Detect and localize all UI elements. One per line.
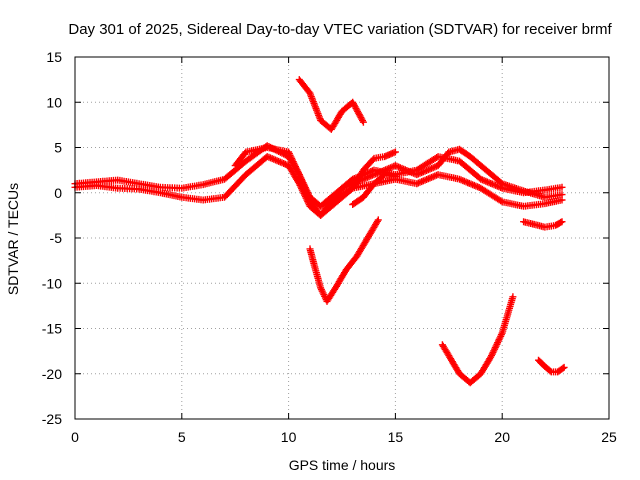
series-track-f	[438, 293, 517, 387]
x-tick-label: 20	[494, 429, 510, 445]
data-point	[509, 293, 517, 301]
data-point	[418, 178, 426, 186]
series-group	[71, 76, 568, 387]
data-point	[375, 169, 383, 177]
series-track-e	[306, 216, 382, 305]
data-point	[426, 174, 434, 182]
data-point	[559, 364, 567, 372]
data-point	[488, 352, 495, 360]
data-point	[286, 151, 294, 159]
data-point	[374, 216, 382, 224]
y-axis-label: SDTVAR / TECUs	[5, 183, 21, 295]
data-point	[418, 169, 426, 177]
data-point	[288, 156, 296, 164]
data-point	[291, 161, 299, 169]
x-tick-label: 25	[601, 429, 617, 445]
data-point	[426, 165, 434, 173]
y-tick-label: 0	[54, 185, 62, 201]
data-point	[494, 339, 502, 347]
y-tick-label: -5	[50, 230, 63, 246]
data-point	[340, 184, 347, 192]
data-point	[373, 217, 381, 225]
data-point	[381, 153, 389, 161]
tick-group: -25 -20 -15 -10 -5 0 5 10 15 0 5 10 15 20 25	[42, 49, 617, 445]
series-track-b	[71, 153, 566, 219]
data-point	[356, 112, 364, 120]
data-point	[558, 183, 566, 191]
y-tick-label: -20	[42, 366, 62, 382]
data-point	[495, 336, 503, 343]
data-point	[497, 331, 505, 339]
data-point	[490, 347, 498, 355]
data-point	[292, 164, 300, 172]
data-point	[391, 173, 399, 180]
data-point	[359, 118, 367, 126]
data-point	[295, 169, 302, 177]
series-track-h	[535, 356, 568, 376]
plot-frame	[74, 56, 610, 420]
series-track-d	[295, 76, 367, 133]
data-point	[287, 153, 295, 161]
series-line-track-a	[73, 144, 564, 208]
data-point	[285, 148, 293, 156]
x-tick-label: 10	[281, 429, 297, 445]
series-track-g	[520, 218, 566, 231]
data-point	[383, 165, 391, 173]
chart-title: Day 301 of 2025, Sidereal Day-to-day VTE…	[68, 21, 612, 38]
data-point	[355, 111, 363, 118]
y-tick-label: 10	[46, 94, 62, 110]
data-point	[391, 148, 399, 156]
x-tick-label: 5	[178, 429, 186, 445]
data-point	[558, 191, 566, 199]
series-track-i	[327, 148, 399, 208]
data-point	[560, 363, 568, 371]
x-tick-label: 0	[71, 429, 79, 445]
data-point	[479, 176, 486, 184]
data-point	[558, 218, 566, 226]
y-tick-label: -25	[42, 411, 62, 427]
y-tick-label: 15	[46, 49, 62, 65]
data-point	[359, 117, 366, 125]
data-point	[546, 367, 554, 375]
series-track-j	[349, 171, 399, 208]
y-tick-label: -10	[42, 275, 62, 291]
data-point	[491, 344, 499, 352]
data-point	[353, 106, 361, 114]
data-point	[470, 181, 478, 189]
data-point	[496, 334, 504, 342]
x-axis-label: GPS time / hours	[289, 457, 396, 473]
data-point	[398, 164, 406, 172]
y-tick-label: -15	[42, 321, 62, 337]
data-point	[293, 166, 301, 174]
y-tick-label: 5	[54, 140, 62, 156]
x-tick-label: 15	[388, 429, 404, 445]
data-point	[489, 348, 497, 356]
data-point	[406, 168, 414, 176]
data-point	[497, 197, 505, 205]
